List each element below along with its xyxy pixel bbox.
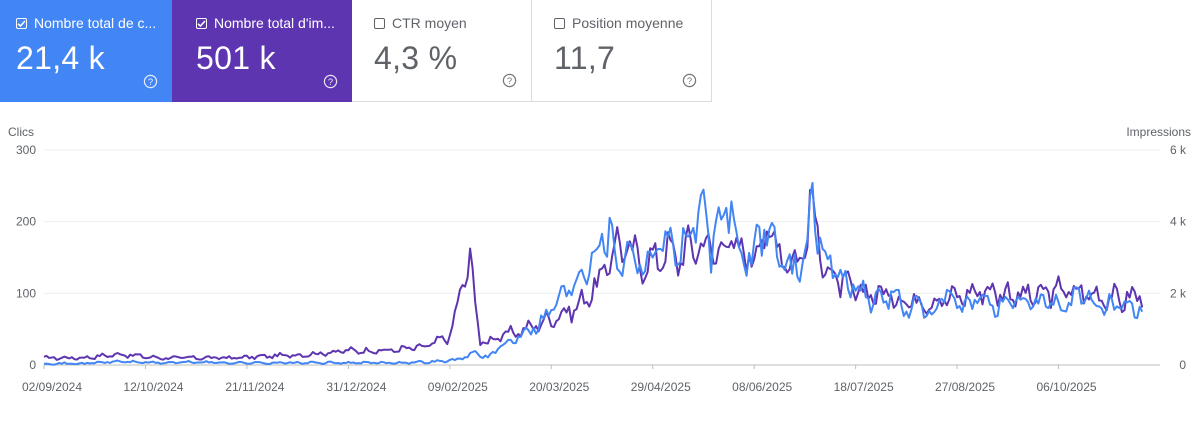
svg-text:?: ? bbox=[148, 77, 153, 87]
right-axis-ticks: 0 2 k 4 k 6 k bbox=[1170, 143, 1187, 372]
svg-text:?: ? bbox=[687, 76, 692, 86]
x-axis-ticks: 02/09/2024 12/10/2024 21/11/2024 31/12/2024… bbox=[22, 365, 1097, 394]
ctr-card[interactable]: CTR moyen 4,3 % ? bbox=[352, 0, 532, 102]
svg-text:?: ? bbox=[328, 77, 333, 87]
impressions-card-label: Nombre total d'im... bbox=[214, 15, 335, 31]
left-tick-label: 100 bbox=[16, 286, 36, 300]
position-card[interactable]: Position moyenne 11,7 ? bbox=[532, 0, 712, 102]
x-tick-label: 29/04/2025 bbox=[631, 380, 691, 394]
ctr-card-label: CTR moyen bbox=[392, 15, 467, 31]
right-tick-label: 0 bbox=[1179, 358, 1186, 372]
x-tick-label: 09/02/2025 bbox=[428, 380, 488, 394]
clicks-card-value: 21,4 k bbox=[16, 40, 105, 76]
position-card-header: Position moyenne bbox=[554, 15, 683, 31]
impressions-card-header: Nombre total d'im... bbox=[196, 15, 335, 31]
help-icon[interactable]: ? bbox=[502, 73, 517, 88]
left-tick-label: 300 bbox=[16, 143, 36, 157]
impressions-series-line bbox=[43, 189, 1144, 361]
help-icon[interactable]: ? bbox=[143, 74, 158, 89]
ctr-card-value: 4,3 % bbox=[374, 40, 458, 76]
clicks-card-header: Nombre total de c... bbox=[16, 15, 156, 31]
chart-grid bbox=[44, 149, 1160, 366]
left-axis-title: Clics bbox=[8, 125, 34, 139]
x-tick-label: 18/07/2025 bbox=[834, 380, 894, 394]
x-tick-label: 06/10/2025 bbox=[1037, 380, 1097, 394]
metric-cards: Nombre total de c... 21,4 k ? Nombre tot… bbox=[0, 0, 712, 102]
position-card-value: 11,7 bbox=[554, 40, 616, 76]
left-axis-ticks: 0 100 200 300 bbox=[16, 143, 36, 372]
checkbox-unchecked-icon[interactable] bbox=[374, 17, 385, 29]
right-tick-label: 4 k bbox=[1170, 215, 1187, 229]
x-tick-label: 20/03/2025 bbox=[529, 380, 589, 394]
right-axis-title: Impressions bbox=[1126, 125, 1191, 139]
help-icon[interactable]: ? bbox=[682, 73, 697, 88]
left-tick-label: 0 bbox=[29, 358, 36, 372]
right-tick-label: 2 k bbox=[1170, 286, 1187, 300]
clicks-card[interactable]: Nombre total de c... 21,4 k ? bbox=[0, 0, 172, 102]
x-tick-label: 31/12/2024 bbox=[326, 380, 386, 394]
x-tick-label: 08/06/2025 bbox=[732, 380, 792, 394]
checkbox-checked-icon[interactable] bbox=[196, 17, 207, 29]
impressions-card[interactable]: Nombre total d'im... 501 k ? bbox=[172, 0, 352, 102]
clicks-card-label: Nombre total de c... bbox=[34, 15, 157, 31]
impressions-card-value: 501 k bbox=[196, 40, 276, 76]
ctr-card-header: CTR moyen bbox=[374, 15, 467, 31]
x-tick-label: 21/11/2024 bbox=[225, 380, 284, 394]
x-tick-label: 27/08/2025 bbox=[935, 380, 995, 394]
clicks-series-line bbox=[43, 181, 1144, 366]
chart-lines bbox=[43, 181, 1144, 366]
checkbox-unchecked-icon[interactable] bbox=[554, 17, 565, 29]
svg-text:?: ? bbox=[507, 76, 512, 86]
left-tick-label: 200 bbox=[16, 215, 36, 229]
checkbox-checked-icon[interactable] bbox=[16, 17, 27, 29]
right-tick-label: 6 k bbox=[1170, 143, 1187, 157]
x-tick-label: 12/10/2024 bbox=[123, 380, 183, 394]
x-tick-label: 02/09/2024 bbox=[22, 380, 82, 394]
position-card-label: Position moyenne bbox=[572, 15, 684, 31]
help-icon[interactable]: ? bbox=[323, 74, 338, 89]
